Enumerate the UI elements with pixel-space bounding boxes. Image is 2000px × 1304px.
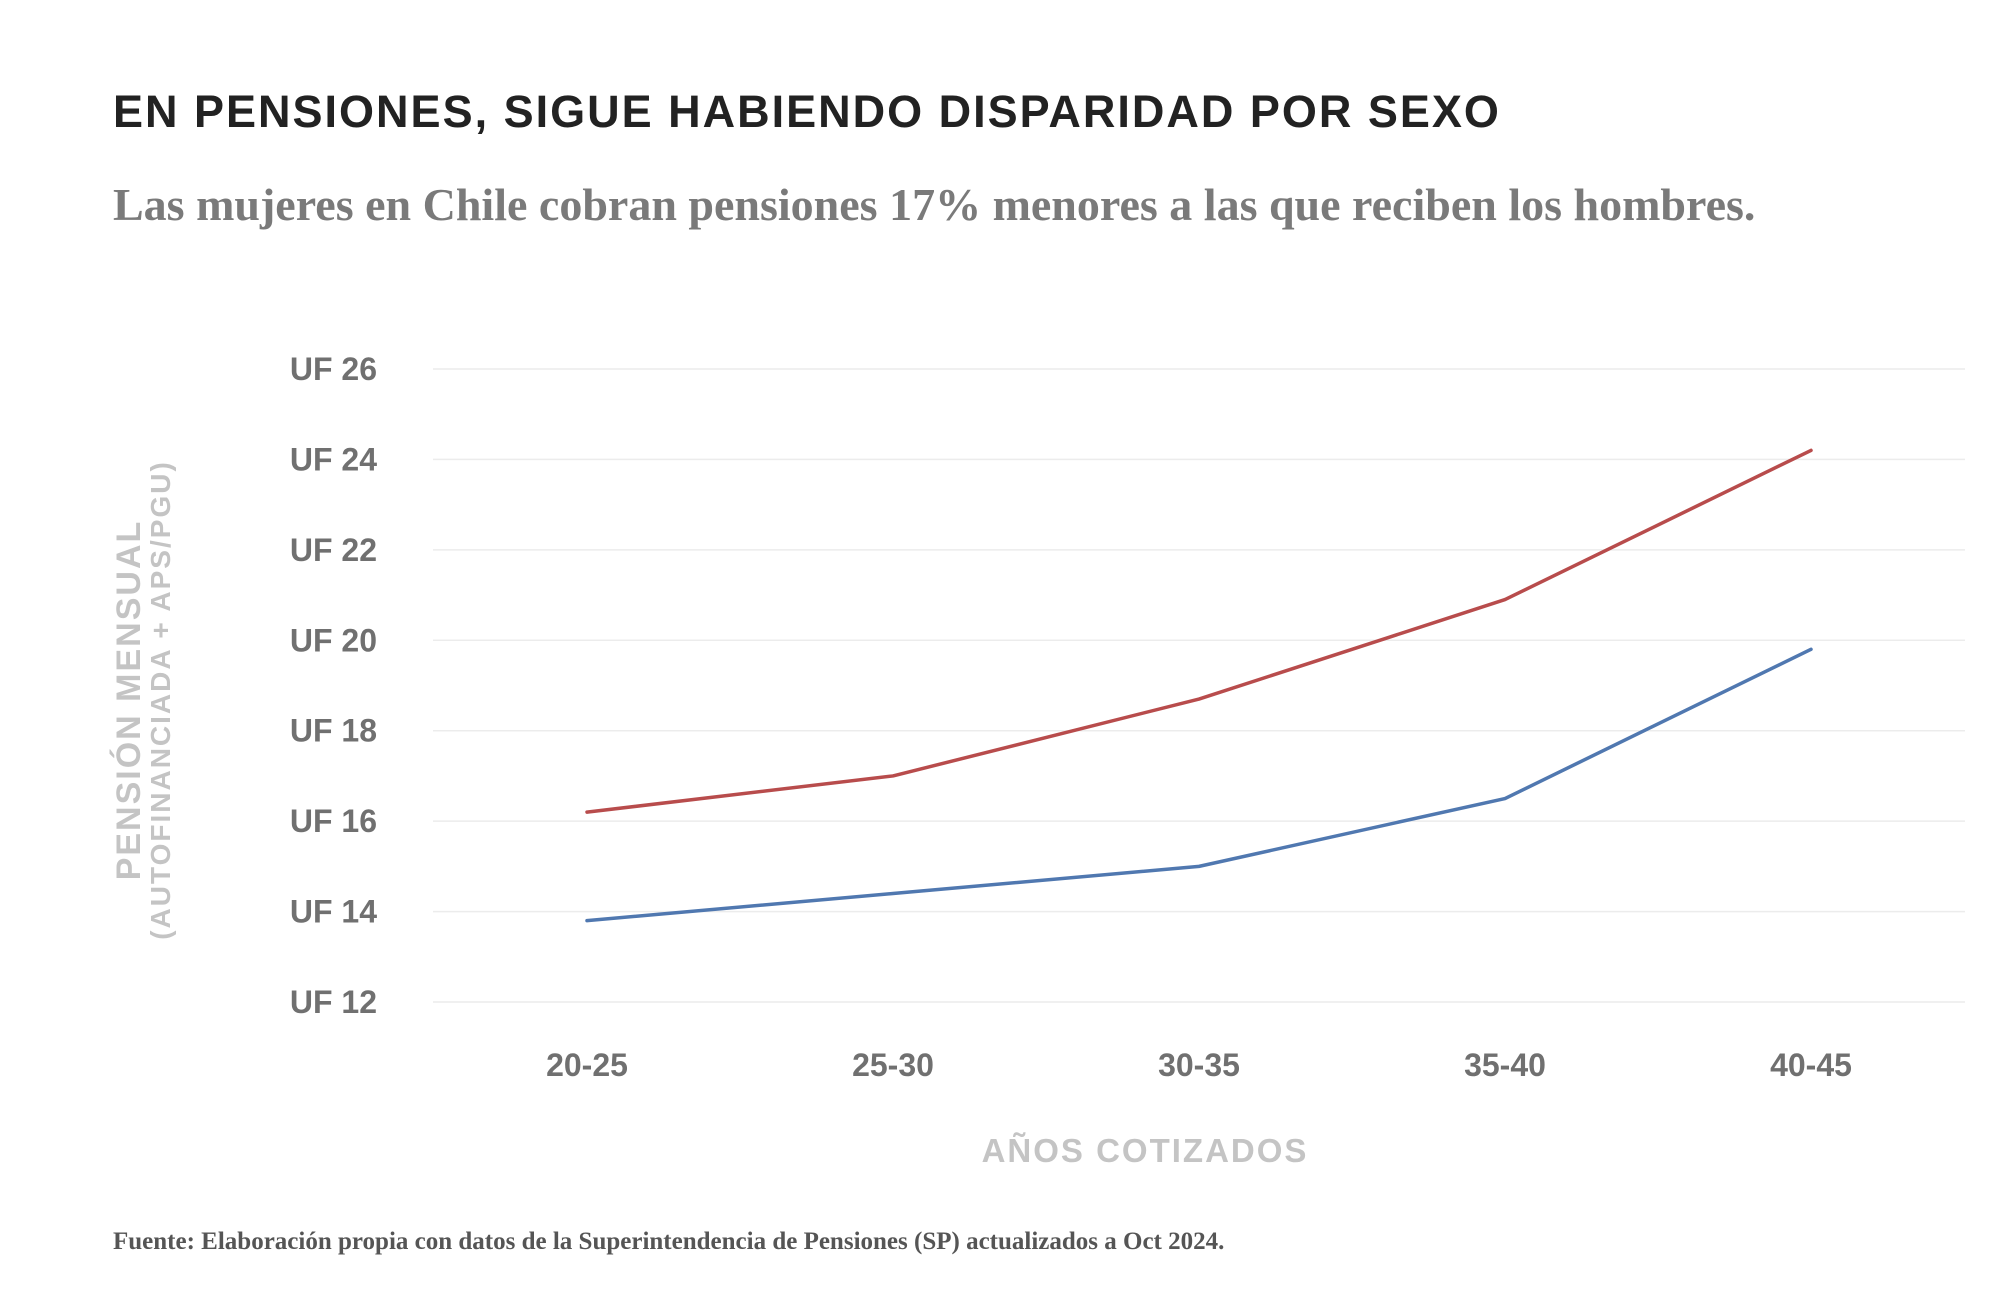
data-point-mujeres-40-45 <box>1809 647 1813 651</box>
data-point-hombres-35-40 <box>1503 598 1507 602</box>
series-line-hombres <box>585 448 1813 814</box>
gridlines <box>433 368 1965 1003</box>
x-tick-label-25-30: 25-30 <box>852 1047 934 1083</box>
series-lines <box>585 448 1813 923</box>
data-point-mujeres-25-30 <box>891 891 895 895</box>
data-point-mujeres-20-25 <box>585 919 589 923</box>
x-tick-label-20-25: 20-25 <box>546 1047 628 1083</box>
series-line-mujeres <box>585 647 1813 923</box>
y-tick-label-16: UF 16 <box>290 803 377 839</box>
data-point-mujeres-35-40 <box>1503 797 1507 801</box>
y-tick-label-14: UF 14 <box>290 894 377 930</box>
y-axis-ticks: UF 12 UF 14 UF 16 UF 18 UF 20 UF 22 UF 24 UF 26 <box>290 351 377 1020</box>
y-tick-label-26: UF 26 <box>290 351 377 387</box>
y-tick-label-24: UF 24 <box>290 441 377 477</box>
x-tick-label-35-40: 35-40 <box>1464 1047 1546 1083</box>
y-axis-title: PENSIÓN MENSUAL <box>110 520 148 881</box>
source-note: Fuente: Elaboración propia con datos de … <box>113 1228 1225 1255</box>
y-tick-label-20: UF 20 <box>290 622 377 658</box>
x-tick-label-40-45: 40-45 <box>1770 1047 1852 1083</box>
chart-subtitle: Las mujeres en Chile cobran pensiones 17… <box>113 179 1756 230</box>
y-tick-label-12: UF 12 <box>290 984 377 1020</box>
data-point-hombres-20-25 <box>585 810 589 814</box>
data-point-hombres-40-45 <box>1809 448 1813 452</box>
chart-title: EN PENSIONES, SIGUE HABIENDO DISPARIDAD … <box>113 86 1501 137</box>
data-point-hombres-30-35 <box>1197 697 1201 701</box>
y-tick-label-22: UF 22 <box>290 532 377 568</box>
x-axis-title: AÑOS COTIZADOS <box>982 1132 1309 1169</box>
y-axis-subtitle: (AUTOFINANCIADA + APS/PGU) <box>145 460 176 940</box>
data-point-hombres-25-30 <box>891 774 895 778</box>
data-point-mujeres-30-35 <box>1197 864 1201 868</box>
y-tick-label-18: UF 18 <box>290 713 377 749</box>
x-tick-label-30-35: 30-35 <box>1158 1047 1240 1083</box>
x-axis-ticks: 20-25 25-30 30-35 35-40 40-45 <box>546 1047 1852 1083</box>
